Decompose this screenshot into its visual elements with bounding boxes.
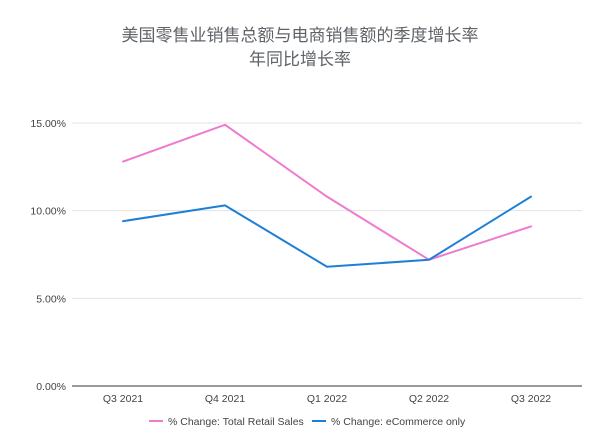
y-tick-label: 15.00% [30,118,66,130]
y-tick-label: 10.00% [30,206,66,218]
legend: % Change: Total Retail Sales % Change: eC… [149,416,466,428]
y-tick-label: 5.00% [36,293,66,305]
y-tick-label: 0.00% [36,381,66,393]
x-axis-tick-labels: Q3 2021 Q4 2021 Q1 2022 Q2 2022 Q3 2022 [103,393,551,405]
y-axis-tick-labels: 0.00% 5.00% 10.00% 15.00% [30,118,66,393]
x-tick-label: Q1 2022 [307,393,347,405]
chart-subtitle: 年同比增长率 [249,50,351,70]
legend-label: % Change: Total Retail Sales [168,416,304,428]
series-line-ecommerce-only [122,195,532,268]
x-tick-label: Q2 2022 [409,393,449,405]
chart-title-block: 美国零售业销售总额与电商销售额的季度增长率 年同比增长率 [0,24,600,72]
x-tick-label: Q3 2021 [103,393,143,405]
x-tick-label: Q3 2022 [511,393,551,405]
legend-label: % Change: eCommerce only [331,416,466,428]
series-line-total-retail-sales [122,123,532,261]
grid-lines [72,122,582,387]
series-lines [122,123,532,268]
x-tick-label: Q4 2021 [205,393,245,405]
chart-title: 美国零售业销售总额与电商销售额的季度增长率 [121,26,479,46]
